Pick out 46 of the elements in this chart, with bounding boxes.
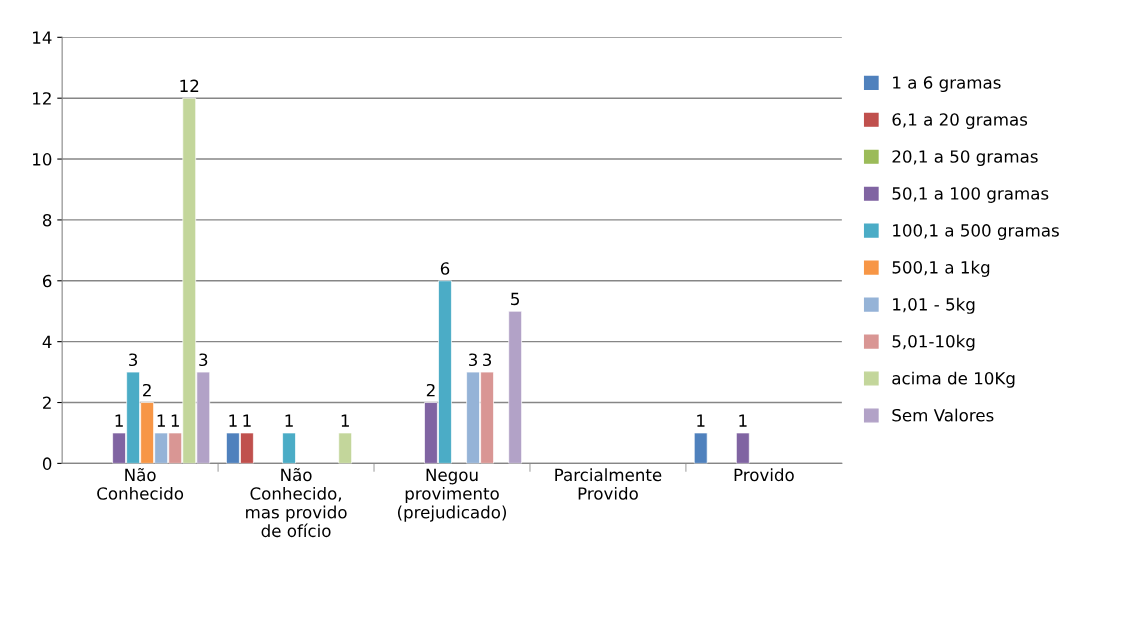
x-tick-label: Não Conhecido, mas provido de ofício xyxy=(246,467,347,538)
data-label: 5 xyxy=(511,292,519,306)
data-label: 1 xyxy=(697,414,705,427)
y-tick-label: 4 xyxy=(42,335,52,348)
legend-label: 100,1 a 500 gramas xyxy=(893,224,1059,240)
y-tick-label: 14 xyxy=(33,31,52,44)
data-label: 2 xyxy=(426,383,435,397)
legend-label: 1 a 6 gramas xyxy=(893,76,1001,93)
bar xyxy=(282,432,296,464)
data-label: 1 xyxy=(243,414,251,427)
data-label: 1 xyxy=(341,414,349,427)
data-label: 3 xyxy=(129,353,138,367)
data-label: 1 xyxy=(285,414,293,427)
bar xyxy=(508,310,522,464)
legend-label: 500,1 a 1kg xyxy=(892,260,990,277)
data-label: 12 xyxy=(180,79,199,92)
y-tick-label: 6 xyxy=(42,274,52,288)
legend-label: 1,01 - 5kg xyxy=(893,297,975,314)
x-tick-label: Não Conhecido xyxy=(97,467,184,500)
data-label: 6 xyxy=(440,262,450,275)
x-tick-label: Negou provimento (prejudicado) xyxy=(397,468,506,522)
data-label: 3 xyxy=(469,353,478,367)
x-tick-label: Provido xyxy=(734,468,794,482)
legend-label: 5,01-10kg xyxy=(892,334,975,351)
y-tick-label: 12 xyxy=(33,92,51,105)
data-label: 1 xyxy=(115,414,123,427)
y-tick-label: 2 xyxy=(43,396,51,409)
data-label: 1 xyxy=(157,414,165,427)
data-label: 1 xyxy=(171,414,179,427)
data-label: 3 xyxy=(199,353,208,367)
legend-label: 6,1 a 20 gramas xyxy=(892,113,1028,130)
bar xyxy=(693,432,708,464)
y-tick-label: 10 xyxy=(33,153,52,166)
bar xyxy=(338,432,352,464)
data-label: 1 xyxy=(739,414,747,427)
legend-label: 50,1 a 100 gramas xyxy=(892,187,1049,203)
data-label: 2 xyxy=(143,383,151,397)
x-tick-label: Parcialmente Provido xyxy=(555,468,662,500)
legend-label: Sem Valores xyxy=(892,408,994,422)
data-label: 1 xyxy=(229,414,237,427)
legend-label: acima de 10Kg xyxy=(892,371,1015,388)
data-label: 3 xyxy=(483,353,492,367)
y-tick-label: 0 xyxy=(42,457,52,470)
bar xyxy=(736,432,750,464)
y-tick-label: 8 xyxy=(42,213,52,227)
legend-label: 20,1 a 50 gramas xyxy=(892,150,1038,167)
